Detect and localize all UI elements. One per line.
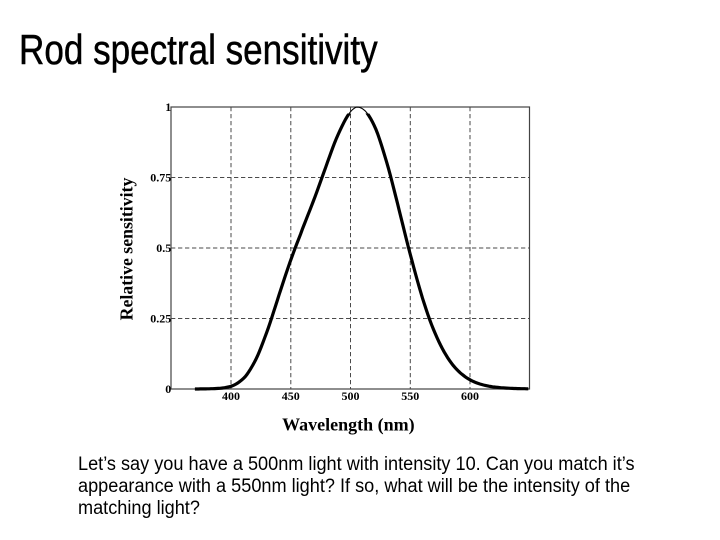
- svg-text:400: 400: [222, 389, 240, 403]
- svg-text:550: 550: [401, 389, 419, 403]
- svg-text:0.5: 0.5: [156, 241, 171, 255]
- svg-text:1: 1: [165, 100, 171, 114]
- svg-text:500: 500: [342, 389, 360, 403]
- svg-text:Relative sensitivity: Relative sensitivity: [117, 178, 137, 321]
- svg-text:450: 450: [282, 389, 300, 403]
- svg-text:0.25: 0.25: [150, 311, 171, 325]
- svg-text:0.75: 0.75: [150, 170, 171, 184]
- svg-text:0: 0: [165, 382, 171, 396]
- svg-text:600: 600: [461, 389, 479, 403]
- svg-text:Wavelength (nm): Wavelength (nm): [282, 414, 415, 435]
